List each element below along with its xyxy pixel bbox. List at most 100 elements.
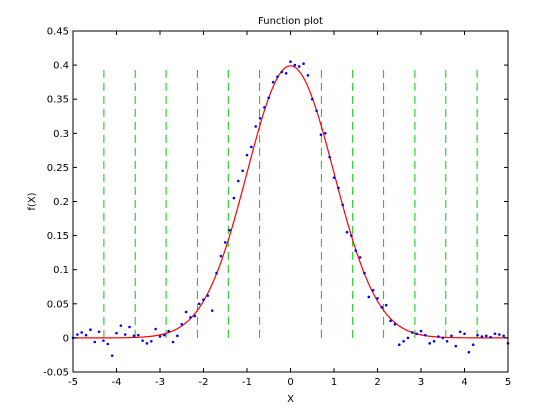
y-tick-label-6: 0.25 <box>47 163 69 174</box>
data-point-35 <box>223 241 227 244</box>
data-point-72 <box>384 303 388 307</box>
data-point-17 <box>145 342 149 345</box>
data-point-39 <box>241 169 244 173</box>
data-point-14 <box>132 334 136 338</box>
data-point-51 <box>293 63 297 67</box>
data-point-73 <box>389 319 392 323</box>
data-point-25 <box>180 322 184 326</box>
x-tick-label-9: 4 <box>461 377 467 388</box>
data-point-37 <box>232 196 236 200</box>
data-point-84 <box>437 335 440 338</box>
data-point-31 <box>206 294 210 297</box>
data-point-55 <box>310 97 314 101</box>
vertical-dashed-lines <box>103 65 478 338</box>
data-point-19 <box>154 327 157 331</box>
data-point-27 <box>189 316 192 319</box>
data-point-1 <box>76 333 79 336</box>
data-point-47 <box>276 75 279 78</box>
data-point-95 <box>484 334 488 338</box>
data-point-98 <box>498 333 501 336</box>
data-point-43 <box>258 116 262 120</box>
y-tick-label-10: 0.45 <box>47 27 69 38</box>
data-point-59 <box>328 155 331 159</box>
data-point-85 <box>441 336 445 340</box>
data-point-26 <box>184 310 188 314</box>
y-tick-label-2: 0.05 <box>47 299 69 310</box>
data-point-21 <box>163 333 166 337</box>
data-point-10 <box>115 331 118 335</box>
data-point-87 <box>450 334 453 338</box>
data-point-5 <box>93 340 97 344</box>
curve-layer <box>73 65 508 339</box>
data-point-94 <box>480 335 484 338</box>
data-point-88 <box>454 344 458 348</box>
data-point-22 <box>167 329 170 333</box>
data-point-60 <box>332 176 336 179</box>
data-point-2 <box>80 331 83 334</box>
data-point-34 <box>219 254 223 258</box>
data-point-28 <box>193 314 197 318</box>
data-point-15 <box>136 333 140 337</box>
chart-title: Function plot <box>258 16 323 27</box>
x-tick-label-8: 3 <box>418 377 424 388</box>
data-point-71 <box>380 305 384 309</box>
data-point-6 <box>97 330 101 334</box>
data-point-63 <box>345 230 349 234</box>
data-point-74 <box>393 322 397 326</box>
y-axis-ticks: -0.05 0 0.05 0.1 0.15 0.2 0.25 0.3 0.35 0.4 0.45 <box>43 27 508 379</box>
data-point-77 <box>406 336 410 340</box>
x-tick-label-1: -4 <box>112 377 122 388</box>
data-point-64 <box>350 234 353 237</box>
data-point-78 <box>411 331 414 334</box>
y-tick-label-0: -0.05 <box>43 368 69 379</box>
data-point-3 <box>84 333 88 337</box>
y-tick-label-4: 0.15 <box>47 231 69 242</box>
x-tick-label-4: -1 <box>242 377 252 388</box>
data-point-48 <box>280 70 284 74</box>
data-point-42 <box>254 125 257 128</box>
x-tick-label-2: -3 <box>155 377 165 388</box>
data-point-20 <box>158 335 162 338</box>
data-point-23 <box>171 340 175 344</box>
data-point-44 <box>263 106 266 109</box>
y-tick-label-9: 0.4 <box>53 61 69 72</box>
x-axis-ticks: -5 -4 -3 -2 -1 0 1 2 3 4 5 <box>68 31 511 388</box>
normal-pdf-curve <box>73 65 508 339</box>
data-point-99 <box>502 334 505 338</box>
y-axis-label: f(X) <box>27 192 38 210</box>
data-point-92 <box>471 343 475 347</box>
data-point-33 <box>215 271 218 275</box>
x-tick-label-0: -5 <box>68 377 78 388</box>
data-point-40 <box>245 153 249 157</box>
data-point-91 <box>467 350 471 354</box>
data-point-96 <box>489 335 492 339</box>
y-tick-label-8: 0.35 <box>47 95 69 106</box>
y-tick-label-7: 0.3 <box>53 129 69 140</box>
data-point-54 <box>306 74 310 77</box>
data-point-41 <box>250 145 253 149</box>
data-point-13 <box>128 325 131 329</box>
x-tick-label-6: 1 <box>331 377 337 388</box>
data-point-75 <box>397 343 401 347</box>
data-point-11 <box>119 324 123 327</box>
data-point-76 <box>402 340 405 343</box>
data-point-16 <box>141 339 144 342</box>
data-point-65 <box>354 249 358 252</box>
x-tick-label-7: 2 <box>374 377 380 388</box>
x-tick-label-5: 0 <box>287 377 293 388</box>
data-point-8 <box>106 342 110 346</box>
data-point-24 <box>176 334 179 338</box>
scatter-points <box>71 60 510 357</box>
data-point-46 <box>271 80 275 84</box>
data-point-53 <box>302 62 305 66</box>
data-point-68 <box>367 295 371 299</box>
data-point-70 <box>376 297 379 300</box>
data-point-86 <box>445 340 449 343</box>
data-point-69 <box>371 288 375 292</box>
data-point-90 <box>463 332 466 336</box>
data-point-49 <box>284 71 288 75</box>
data-point-62 <box>341 203 345 207</box>
x-tick-label-3: -2 <box>199 377 209 388</box>
data-point-52 <box>297 65 301 68</box>
data-point-57 <box>319 133 323 136</box>
